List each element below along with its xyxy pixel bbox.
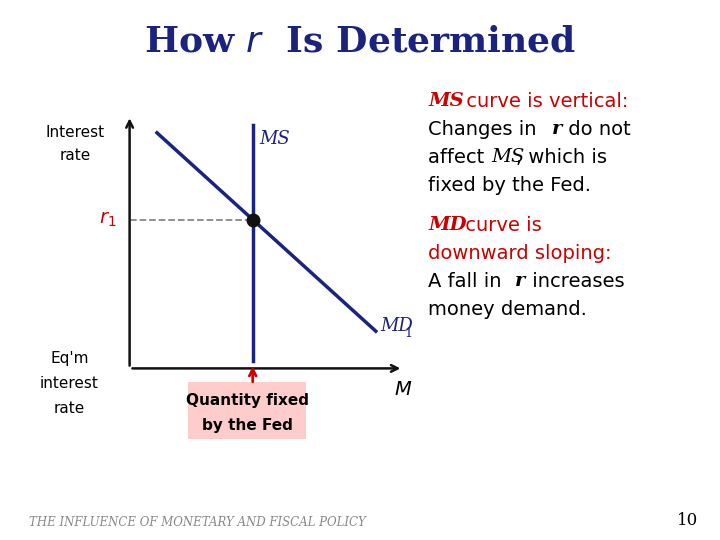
Text: Eq'm: Eq'm <box>50 351 89 366</box>
Text: curve is: curve is <box>459 216 541 235</box>
Text: do not: do not <box>562 120 631 139</box>
Text: MD: MD <box>380 317 413 335</box>
Text: , which is: , which is <box>516 148 607 167</box>
Text: THE INFLUENCE OF MONETARY AND FISCAL POLICY: THE INFLUENCE OF MONETARY AND FISCAL POL… <box>29 516 366 529</box>
Text: MS: MS <box>260 130 290 148</box>
Text: MD: MD <box>428 216 467 234</box>
Text: MS: MS <box>492 148 525 166</box>
Text: money demand.: money demand. <box>428 300 588 319</box>
Text: interest: interest <box>40 376 99 391</box>
Text: rate: rate <box>54 401 85 416</box>
Text: Quantity fixed: Quantity fixed <box>186 393 309 408</box>
Text: increases: increases <box>526 272 624 291</box>
Text: rate: rate <box>59 147 91 163</box>
Text: A fall in: A fall in <box>428 272 508 291</box>
Text: Interest: Interest <box>45 125 104 140</box>
Text: Changes in: Changes in <box>428 120 543 139</box>
Text: curve is vertical:: curve is vertical: <box>460 92 629 111</box>
Text: r: r <box>515 272 525 290</box>
Text: r: r <box>552 120 562 138</box>
Text: fixed by the Fed.: fixed by the Fed. <box>428 176 591 195</box>
FancyBboxPatch shape <box>189 382 306 439</box>
Text: downward sloping:: downward sloping: <box>428 244 612 263</box>
Text: How $\it{r}$  Is Determined: How $\it{r}$ Is Determined <box>144 24 576 58</box>
Text: MS: MS <box>428 92 464 110</box>
FancyBboxPatch shape <box>24 335 114 431</box>
Text: $\it{r}_1$: $\it{r}_1$ <box>99 211 116 229</box>
Text: by the Fed: by the Fed <box>202 418 293 433</box>
Text: 1: 1 <box>405 327 413 340</box>
Text: 10: 10 <box>677 512 698 529</box>
Text: $\it{M}$: $\it{M}$ <box>394 381 413 399</box>
Text: affect: affect <box>428 148 491 167</box>
